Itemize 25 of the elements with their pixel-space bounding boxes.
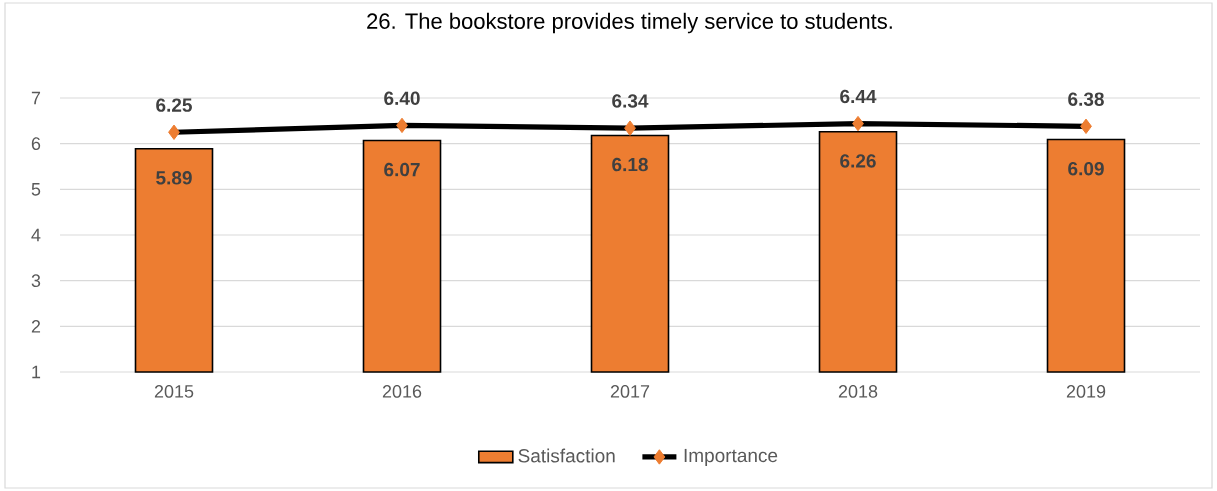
data-label: 6.38 bbox=[1068, 92, 1104, 106]
data-label: 6.44 bbox=[840, 89, 877, 104]
y-tick-label: 5 bbox=[31, 183, 41, 196]
data-label: 6.07 bbox=[384, 162, 420, 177]
y-tick-label: 4 bbox=[31, 228, 41, 242]
x-tick-label: 2019 bbox=[1066, 385, 1106, 398]
chart-title: 26. The bookstore provides timely service to students. bbox=[367, 12, 892, 34]
data-label: 6.40 bbox=[384, 91, 420, 105]
y-tick-label: 6 bbox=[31, 137, 41, 151]
y-tick-label: 1 bbox=[32, 365, 41, 379]
x-tick-label: 2018 bbox=[838, 385, 878, 398]
data-label: 6.26 bbox=[840, 154, 876, 168]
y-tick-label: 2 bbox=[31, 320, 41, 333]
legend-label: Satisfaction bbox=[518, 448, 615, 463]
legend-label: Importance bbox=[684, 448, 778, 466]
x-tick-label: 2017 bbox=[610, 385, 650, 398]
y-tick-label: 3 bbox=[31, 274, 41, 288]
data-label: 6.09 bbox=[1068, 161, 1104, 176]
x-tick-label: 2016 bbox=[382, 385, 422, 398]
data-label: 6.18 bbox=[612, 157, 648, 172]
x-tick-label: 2015 bbox=[154, 385, 194, 398]
data-label: 5.89 bbox=[156, 171, 192, 185]
y-tick-label: 7 bbox=[31, 91, 41, 105]
data-label: 6.25 bbox=[156, 98, 192, 112]
data-label: 6.34 bbox=[612, 94, 649, 108]
